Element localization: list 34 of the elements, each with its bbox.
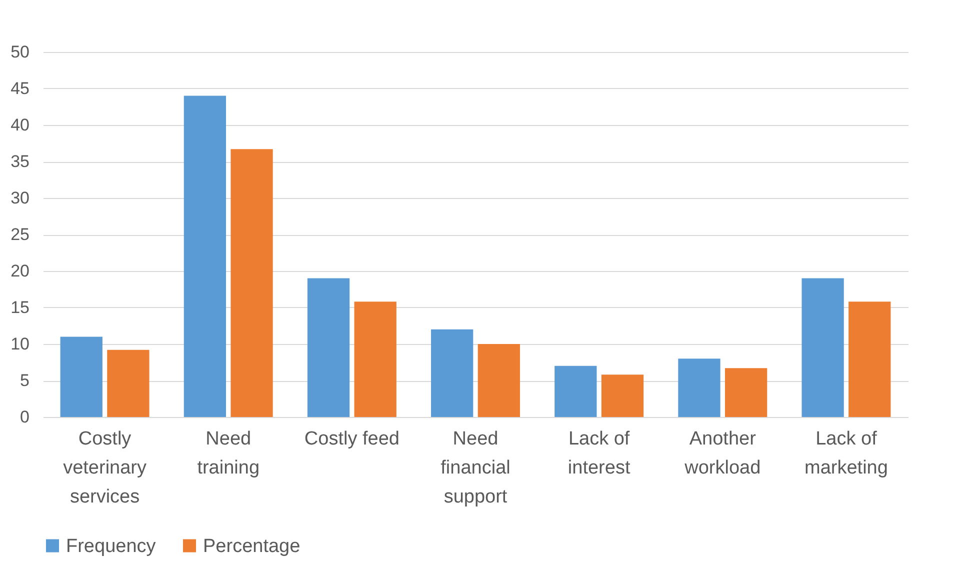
legend-label: Frequency (66, 536, 156, 557)
bar (802, 278, 844, 417)
bar (554, 366, 597, 417)
bar (307, 278, 350, 417)
x-tick-label: Need financial support (440, 428, 510, 508)
legend-label: Percentage (203, 536, 300, 557)
y-tick-label: 40 (10, 116, 30, 134)
x-tick-label: Costly veterinary services (63, 428, 147, 508)
bar (354, 302, 396, 417)
bar (724, 368, 768, 417)
y-tick-label: 25 (10, 225, 30, 244)
y-tick-label: 10 (10, 334, 30, 354)
x-tick-label: Costly feed (304, 428, 400, 450)
x-tick-label: Lack of interest (568, 428, 631, 478)
bar (60, 336, 102, 417)
y-tick-label: 5 (20, 371, 30, 390)
x-tick-label: Lack of marketing (804, 428, 888, 478)
bar (431, 329, 474, 417)
y-tick-label: 35 (10, 152, 30, 171)
y-tick-label: 45 (10, 79, 30, 98)
bar (107, 350, 150, 417)
bar (678, 358, 720, 417)
y-tick-label: 0 (20, 408, 30, 426)
bar (601, 374, 644, 417)
bar (478, 344, 520, 417)
x-tick-label: Another workload (684, 428, 761, 478)
bar (848, 302, 891, 417)
y-tick-label: 30 (10, 188, 30, 208)
y-tick-label: 20 (10, 262, 30, 280)
y-tick-label: 50 (10, 42, 30, 62)
x-tick-label: Need training (197, 428, 260, 478)
bar (230, 149, 273, 417)
bar (184, 96, 226, 417)
y-tick-label: 15 (10, 298, 30, 317)
